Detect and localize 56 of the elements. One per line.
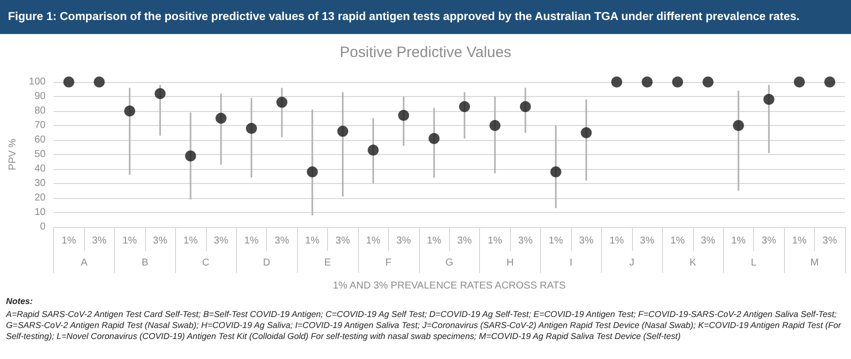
y-tick-label: 30 [34,178,46,189]
y-tick-label: 10 [34,207,46,218]
text: 1% [122,236,137,246]
x-tick-label: E [324,258,332,268]
x-tick-label: C [202,258,210,268]
y-axis-title: PPV % [8,138,18,170]
text: 1% [548,236,564,246]
y-tick-label: 100 [28,76,46,88]
text: 1% [366,236,380,246]
text: 1% [183,236,198,246]
text: 3% [762,236,776,246]
text: 1% [731,236,746,246]
text: 3% [700,236,716,246]
x-tick-label: G [445,258,454,268]
y-tick-label: 20 [34,192,46,204]
text: 1% [609,236,624,246]
x-tick-label: F [385,258,392,268]
x-tick-label: D [263,258,270,268]
y-tick-label: 80 [34,106,46,116]
text: 1% [244,236,259,246]
text: 3% [822,236,838,246]
x-tick-label: M [810,258,819,268]
y-tick-label: 50 [34,149,46,160]
text: A=Rapid SARS-CoV-2 Antigen Test Card Self-Test; B=Self-Test COVID-19 Antigen; C=COVID-19 Ag Self Test; D=COVID-19 Ag Self-Test; E=COVID-19 Antigen Test; F=COVID-19-SARS-CoV-2 Antigen Saliva Self-Test; G=SARS-CoV-2 Antigen Rapid Test (Nasal Swab); H=COVID-19 Ag Saliva; I=COVID-19 Antigen Saliva Test; J=Coronavirus (SARS-CoV-2) Antigen Rapid Test Device (Nasal Swab); K=COVID-19 Antigen Rapid Test (For Self-testing); L=Novel Coronavirus (COVID-19) Antigen Test Kit (Colloidal Gold) For self-testing with nasal swab specimens; M=COVID-19 Ag Rapid Saliva Test Device (Self-test) [6,309,842,342]
text: 3% [640,236,654,246]
text: 1% [488,236,502,246]
text: 3% [92,236,106,246]
chart-title: Figure 1: Comparison of the positive predictive values of 13 rapid antigen tests approved by the Australian TGA under different prevalence rates. [0,0,851,34]
x-tick-label: A [80,258,88,268]
text: 1% [62,236,76,246]
y-tick-label: 90 [34,91,46,102]
y-tick-label: 70 [34,120,46,131]
x-tick-label: L [750,258,757,268]
chart-subtitle: Positive Predictive Values [340,44,512,61]
text: 3% [457,236,472,246]
text: 1% [305,236,320,246]
text: 3% [152,236,168,246]
x-tick-label: I [570,258,572,268]
x-axis-title: 1% AND 3% PREVALENCE RATES ACROSS RATS [332,280,566,292]
text: 1% [670,236,685,246]
x-tick-label: K [689,258,696,268]
text: 3% [336,236,350,246]
text: 3% [518,236,533,246]
x-tick-label: B [142,258,149,268]
text: Notes: [6,296,34,307]
text: 3% [579,236,594,246]
x-tick-label: J [629,258,634,268]
y-tick-label: 60 [34,134,46,146]
text: 3% [274,236,290,246]
y-tick-label: 40 [34,164,46,174]
text: 3% [396,236,411,246]
y-tick-label: 0 [40,222,46,232]
text: 3% [214,236,228,246]
text: 1% [426,236,442,246]
text: 1% [792,236,807,246]
x-tick-label: H [506,258,514,268]
